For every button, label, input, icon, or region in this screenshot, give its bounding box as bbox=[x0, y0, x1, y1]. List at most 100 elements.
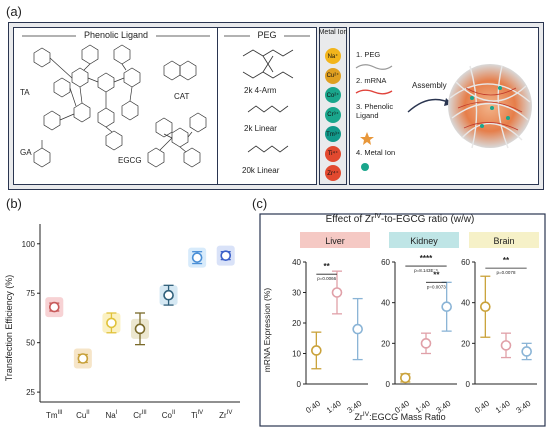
chart-c-title: Effect of ZrIV-to-EGCG ratio (w/w) bbox=[326, 213, 475, 225]
chart-b-xtick-label: TmIII bbox=[46, 410, 63, 420]
molecule-label-egcg: EGCG bbox=[118, 156, 142, 165]
peg-label-20k-linear: 20k Linear bbox=[242, 166, 280, 175]
transfection-efficiency-chart: Transfection Efficiency (%) 25 50 75 100 TmI… bbox=[4, 224, 240, 420]
peg-label-2k-linear: 2k Linear bbox=[244, 124, 277, 133]
chart-c-ytick-label: 20 bbox=[292, 319, 301, 328]
chart-b-xtick-label: TiIV bbox=[191, 410, 203, 420]
peg-label-4arm: 2k 4-Arm bbox=[244, 86, 277, 95]
metal-ion-badge: Cr³⁺ bbox=[325, 106, 341, 123]
peg-structures-illustration bbox=[224, 35, 310, 153]
chart-c-pvalue: p=0.0073 bbox=[427, 284, 446, 289]
chart-c-pvalue: p=8.143E⁻⁸ bbox=[414, 268, 438, 273]
chart-c-xtick-label: 0:40 bbox=[473, 399, 491, 416]
chart-c-pvalue: p=0.0078 bbox=[497, 270, 516, 275]
chart-b-ytick-label: 50 bbox=[26, 339, 35, 348]
chart-b-xtick-label: CuII bbox=[76, 410, 90, 420]
peg-strand-icon bbox=[355, 64, 393, 70]
metal-ion-badge: Ti⁴⁺ bbox=[325, 145, 341, 162]
phenolic-ligand-header: Phenolic Ligand bbox=[83, 30, 149, 40]
chart-c-significance-stars: ** bbox=[433, 270, 440, 279]
metal-ion-badge: Na⁺ bbox=[325, 48, 341, 64]
metal-ion-badge: Co²⁺ bbox=[325, 87, 341, 103]
chart-c-ytick-label: 40 bbox=[461, 299, 470, 308]
chart-c-significance-stars: ** bbox=[324, 262, 331, 271]
chart-c-point bbox=[331, 287, 343, 298]
chart-c-ytick-label: 40 bbox=[381, 299, 390, 308]
phenolic-structures-illustration bbox=[22, 35, 210, 168]
phenolic-star-icon bbox=[360, 132, 374, 145]
chart-c-subplot-title-bg bbox=[300, 232, 370, 248]
chart-c-subplot-title: Liver bbox=[325, 236, 345, 246]
legend-peg: 1. PEG bbox=[356, 50, 381, 59]
molecule-label-ga: GA bbox=[20, 148, 32, 157]
chart-c-xtick-label: 3:40 bbox=[514, 399, 532, 416]
panel-a-letter: (a) bbox=[6, 4, 22, 19]
molecule-label-cat: CAT bbox=[174, 92, 190, 101]
panel-a-schematic: Phenolic Ligand bbox=[8, 22, 544, 190]
chart-c-xtick-label: 0:40 bbox=[304, 399, 322, 416]
chart-c-point bbox=[420, 338, 432, 349]
chart-b-xtick-label: CoII bbox=[162, 410, 176, 420]
chart-c-title-post: -to-EGCG ratio (w/w) bbox=[381, 214, 474, 225]
metal-ion-box: Metal Ion Na⁺ Cu²⁺ Co²⁺ Cr³⁺ Tm³⁺ Ti⁴⁺ Zr⁴⁺ bbox=[319, 27, 347, 185]
metal-ion-header: Metal Ion bbox=[318, 29, 348, 36]
chart-c-significance-stars: ** bbox=[503, 256, 510, 265]
chart-c-title-sup: IV bbox=[374, 213, 381, 220]
chart-b-xtick-label: NaI bbox=[105, 410, 117, 420]
molecule-label-ta: TA bbox=[20, 88, 30, 97]
chart-b-point bbox=[77, 353, 89, 364]
chart-b-xtick-label: ZrIV bbox=[219, 410, 232, 420]
phenolic-ligand-box: Phenolic Ligand bbox=[13, 27, 219, 185]
chart-c-ytick-label: 20 bbox=[461, 339, 470, 348]
chart-c-xtick-label: 1:40 bbox=[494, 399, 512, 416]
panel-b-letter: (b) bbox=[6, 196, 22, 211]
chart-c-ytick-label: 20 bbox=[381, 339, 390, 348]
chart-c-xlabel-sup: IV bbox=[363, 411, 370, 418]
chart-c-xlabel: ZrIV:EGCG Mass Ratio bbox=[354, 411, 445, 422]
chart-c-subplot-title: Kidney bbox=[410, 236, 438, 246]
chart-c-ytick-label: 30 bbox=[292, 289, 301, 298]
nanoparticle-illustration bbox=[448, 64, 532, 149]
chart-b-point bbox=[163, 289, 174, 301]
metal-ion-badge: Tm³⁺ bbox=[325, 126, 341, 142]
chart-b-ytick-label: 75 bbox=[26, 289, 35, 298]
chart-c-ytick-label: 0 bbox=[297, 380, 302, 389]
chart-c-ytick-label: 0 bbox=[466, 380, 471, 389]
chart-c-ytick-label: 10 bbox=[292, 350, 301, 359]
chart-c-point bbox=[480, 301, 491, 313]
assembly-box: 1. PEG 2. mRNA 3. Phenolic Ligand 4. Met… bbox=[349, 27, 539, 185]
chart-c-subplot-title-bg bbox=[469, 232, 539, 248]
chart-b-ytick-label: 25 bbox=[26, 388, 35, 397]
chart-c-subplot-title-bg bbox=[389, 232, 459, 248]
chart-c-significance-stars: **** bbox=[420, 254, 433, 263]
chart-c-xtick-label: 1:40 bbox=[325, 399, 343, 416]
mrna-expression-chart: Effect of ZrIV-to-EGCG ratio (w/w) mRNA … bbox=[259, 213, 546, 427]
chart-b-ylabel: Transfection Efficiency (%) bbox=[4, 275, 14, 382]
peg-header: PEG bbox=[257, 30, 277, 40]
chart-c-ytick-label: 40 bbox=[292, 258, 301, 267]
chart-b-point bbox=[106, 317, 117, 329]
chart-c-point bbox=[500, 340, 512, 351]
panel-c-letter: (c) bbox=[252, 196, 268, 211]
legend-metal-ion: 4. Metal Ion bbox=[356, 148, 396, 157]
peg-box: PEG 2k 4-Arm 2k Linear 20k Linear bbox=[217, 27, 317, 185]
chart-c-point bbox=[521, 346, 532, 357]
chart-c-xlabel-pre: Zr bbox=[354, 412, 363, 422]
chart-c-point bbox=[311, 345, 322, 356]
chart-c-point bbox=[352, 323, 363, 335]
chart-c-pvalue: p=0.0066 bbox=[317, 276, 336, 281]
metal-ion-badge: Zr⁴⁺ bbox=[325, 165, 341, 181]
metal-ion-badge: Cu²⁺ bbox=[325, 67, 341, 84]
chart-b-ytick-label: 100 bbox=[22, 240, 36, 249]
chart-c-title-pre: Effect of Zr bbox=[326, 214, 375, 225]
chart-c-ylabel: mRNA Expression (%) bbox=[262, 288, 272, 373]
mrna-strand-icon bbox=[355, 89, 393, 95]
chart-b-point bbox=[220, 250, 232, 261]
chart-c-point bbox=[441, 301, 452, 313]
chart-c-ytick-label: 0 bbox=[386, 380, 391, 389]
metal-ion-dot-icon bbox=[361, 163, 369, 171]
chart-c-ytick-label: 60 bbox=[461, 258, 470, 267]
chart-b-point bbox=[48, 301, 60, 313]
chart-b-point bbox=[191, 252, 203, 263]
legend-mrna: 2. mRNA bbox=[356, 76, 387, 85]
